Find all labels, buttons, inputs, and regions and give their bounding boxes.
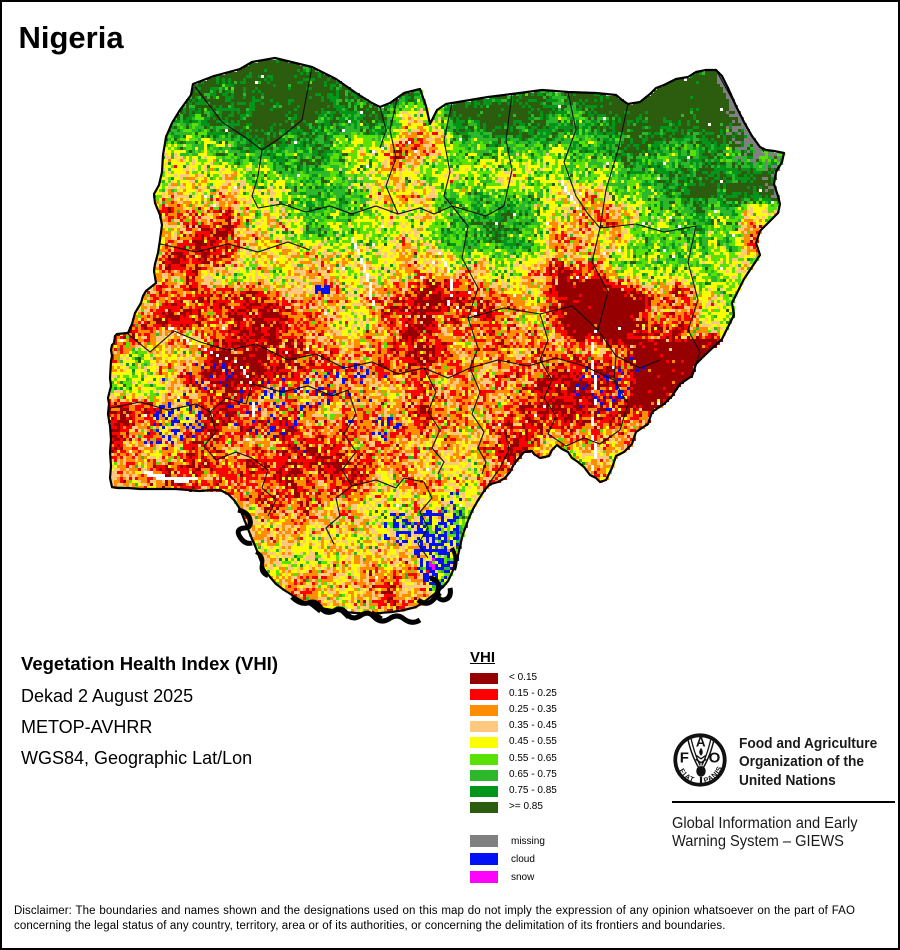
svg-text:O: O: [708, 749, 720, 766]
svg-text:F: F: [679, 749, 688, 766]
svg-text:A: A: [695, 734, 705, 749]
